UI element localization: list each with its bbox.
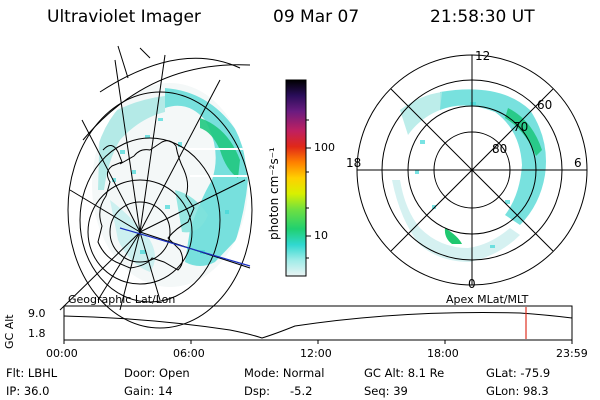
door-info: Door: Open: [124, 366, 190, 380]
left-panel-caption: Geographic Lat/Lon: [68, 293, 176, 306]
mode-info: Mode: Normal: [244, 366, 325, 380]
colorbar-tick-100: 100: [314, 141, 335, 154]
polar-grid: [356, 54, 588, 286]
dsp-label: Dsp:: [244, 384, 271, 398]
timeline-xtick-2359: 23:59: [556, 347, 588, 360]
timeline-ytick-min: 1.8: [28, 327, 46, 340]
dsp-value: -5.2: [290, 384, 313, 398]
timeline-ytick-max: 9.0: [28, 307, 46, 320]
right-panel-caption: Apex MLat/MLT: [446, 293, 529, 306]
mlt-label-18: 18: [346, 156, 362, 170]
glat-info: GLat: -75.9: [486, 366, 551, 380]
altitude-curve: [63, 312, 573, 339]
timeline-xtick-0600: 06:00: [173, 347, 205, 360]
colorbar-unit-label: photon cm⁻²s⁻¹: [267, 147, 281, 240]
gain-info: Gain: 14: [124, 384, 173, 398]
date-label: 09 Mar 07: [273, 7, 360, 27]
gc-alt-info: GC Alt: 8.1 Re: [364, 366, 445, 380]
timeline-axis-label: GC Alt: [3, 314, 16, 349]
polar-map: [356, 54, 588, 286]
time-label: 21:58:30 UT: [430, 7, 535, 27]
timeline-xtick-1200: 12:00: [300, 347, 332, 360]
mlt-label-0: 0: [468, 277, 476, 291]
colorbar-tick-10: 10: [314, 229, 328, 242]
colorbar: [285, 79, 311, 277]
timeline-plot: [63, 305, 573, 344]
timeline-xtick-1800: 18:00: [427, 347, 459, 360]
track-line: [119, 227, 251, 267]
coastline: [97, 140, 195, 271]
mlt-label-6: 6: [574, 156, 582, 170]
geographic-map: [59, 45, 253, 329]
colorbar-gradient: [285, 79, 307, 277]
glon-info: GLon: 98.3: [486, 384, 549, 398]
ip-info: IP: 36.0: [6, 384, 50, 398]
mlat-label-80: 80: [492, 142, 508, 156]
instrument-title: Ultraviolet Imager: [47, 7, 201, 27]
timeline-xtick-0000: 00:00: [46, 347, 78, 360]
mlat-label-70: 70: [513, 120, 529, 134]
mlat-label-60: 60: [537, 98, 553, 112]
seq-info: Seq: 39: [364, 384, 408, 398]
mlt-label-12: 12: [475, 49, 491, 63]
filter-info: Flt: LBHL: [6, 366, 58, 380]
